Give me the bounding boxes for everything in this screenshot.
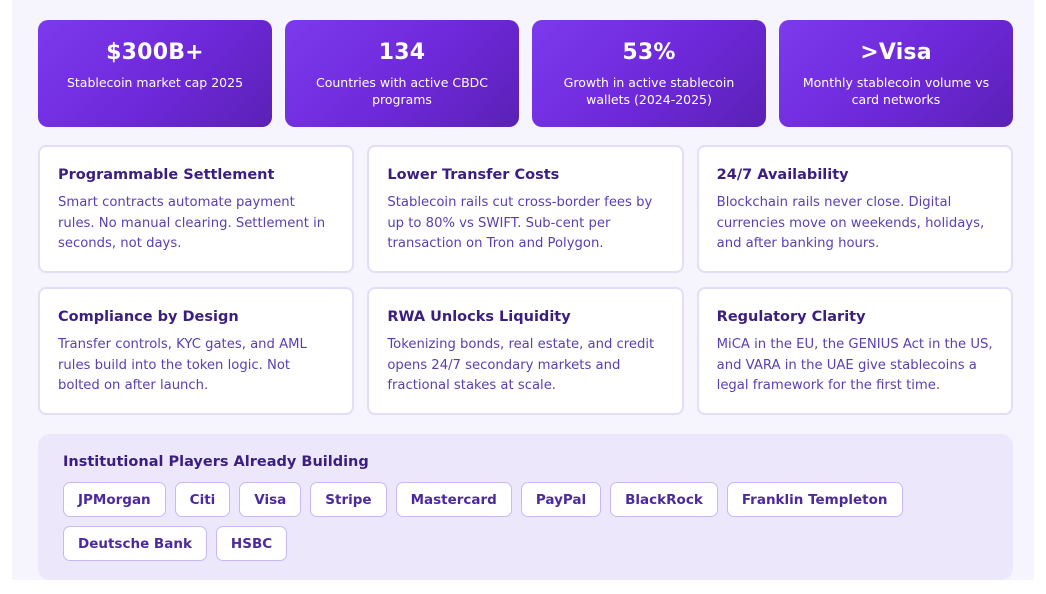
feature-card-rwa-liquidity: RWA Unlocks Liquidity Tokenizing bonds, … <box>367 287 684 415</box>
player-chip-visa[interactable]: Visa <box>239 482 302 517</box>
players-heading: Institutional Players Already Building <box>63 454 369 470</box>
stat-label: Monthly stablecoin volume vs card networ… <box>802 75 990 107</box>
feature-description: Tokenizing bonds, real estate, and credi… <box>387 337 655 393</box>
feature-card-programmable-settlement: Programmable Settlement Smart contracts … <box>38 145 355 273</box>
player-chip-hsbc[interactable]: HSBC <box>215 526 288 561</box>
page-background: $300B+ Stablecoin market cap 2025 134 Co… <box>12 0 1034 580</box>
feature-card-compliance: Compliance by Design Transfer controls, … <box>38 287 355 415</box>
stat-card-market-cap: $300B+ Stablecoin market cap 2025 <box>38 20 272 127</box>
feature-title: Compliance by Design <box>58 309 239 325</box>
feature-description: Stablecoin rails cut cross-border fees b… <box>387 195 653 251</box>
feature-description: Blockchain rails never close. Digital cu… <box>716 195 985 251</box>
feature-title: 24/7 Availability <box>716 167 849 183</box>
player-chip-blackrock[interactable]: BlackRock <box>610 482 718 517</box>
stat-value: $300B+ <box>106 40 204 65</box>
feature-description: MiCA in the EU, the GENIUS Act in the US… <box>716 337 993 393</box>
stat-card-cbdc-countries: 134 Countries with active CBDC programs <box>285 20 519 127</box>
stat-label: Growth in active stablecoin wallets (202… <box>563 75 735 107</box>
feature-grid: Programmable Settlement Smart contracts … <box>38 145 1013 415</box>
stat-value: 134 <box>378 40 426 65</box>
stat-card-wallet-growth: 53% Growth in active stablecoin wallets … <box>532 20 766 127</box>
player-chip-deutsche-bank[interactable]: Deutsche Bank <box>63 526 207 561</box>
stat-label: Stablecoin market cap 2025 <box>66 75 244 90</box>
feature-description: Transfer controls, KYC gates, and AML ru… <box>58 337 307 393</box>
player-chip-citi[interactable]: Citi <box>174 482 231 517</box>
feature-title: Programmable Settlement <box>58 167 275 183</box>
players-chip-list: JPMorgan Citi Visa Stripe Mastercard Pay… <box>63 482 993 561</box>
institutional-players-panel: Institutional Players Already Building J… <box>38 434 1013 580</box>
player-chip-paypal[interactable]: PayPal <box>520 482 602 517</box>
stat-card-visa-volume: >Visa Monthly stablecoin volume vs card … <box>779 20 1013 127</box>
player-chip-mastercard[interactable]: Mastercard <box>395 482 512 517</box>
player-chip-jpmorgan[interactable]: JPMorgan <box>63 482 166 517</box>
feature-title: Regulatory Clarity <box>716 309 866 325</box>
feature-title: Lower Transfer Costs <box>387 167 560 183</box>
player-chip-franklin-templeton[interactable]: Franklin Templeton <box>726 482 903 517</box>
stats-row: $300B+ Stablecoin market cap 2025 134 Co… <box>38 20 1013 127</box>
stat-label: Countries with active CBDC programs <box>315 75 489 107</box>
feature-card-regulatory-clarity: Regulatory Clarity MiCA in the EU, the G… <box>696 287 1013 415</box>
player-chip-stripe[interactable]: Stripe <box>310 482 387 517</box>
feature-title: RWA Unlocks Liquidity <box>387 309 571 325</box>
feature-card-availability: 24/7 Availability Blockchain rails never… <box>696 145 1013 273</box>
feature-description: Smart contracts automate payment rules. … <box>58 195 326 251</box>
stat-value: 53% <box>622 40 676 65</box>
stat-value: >Visa <box>860 40 932 65</box>
feature-card-lower-transfer-costs: Lower Transfer Costs Stablecoin rails cu… <box>367 145 684 273</box>
